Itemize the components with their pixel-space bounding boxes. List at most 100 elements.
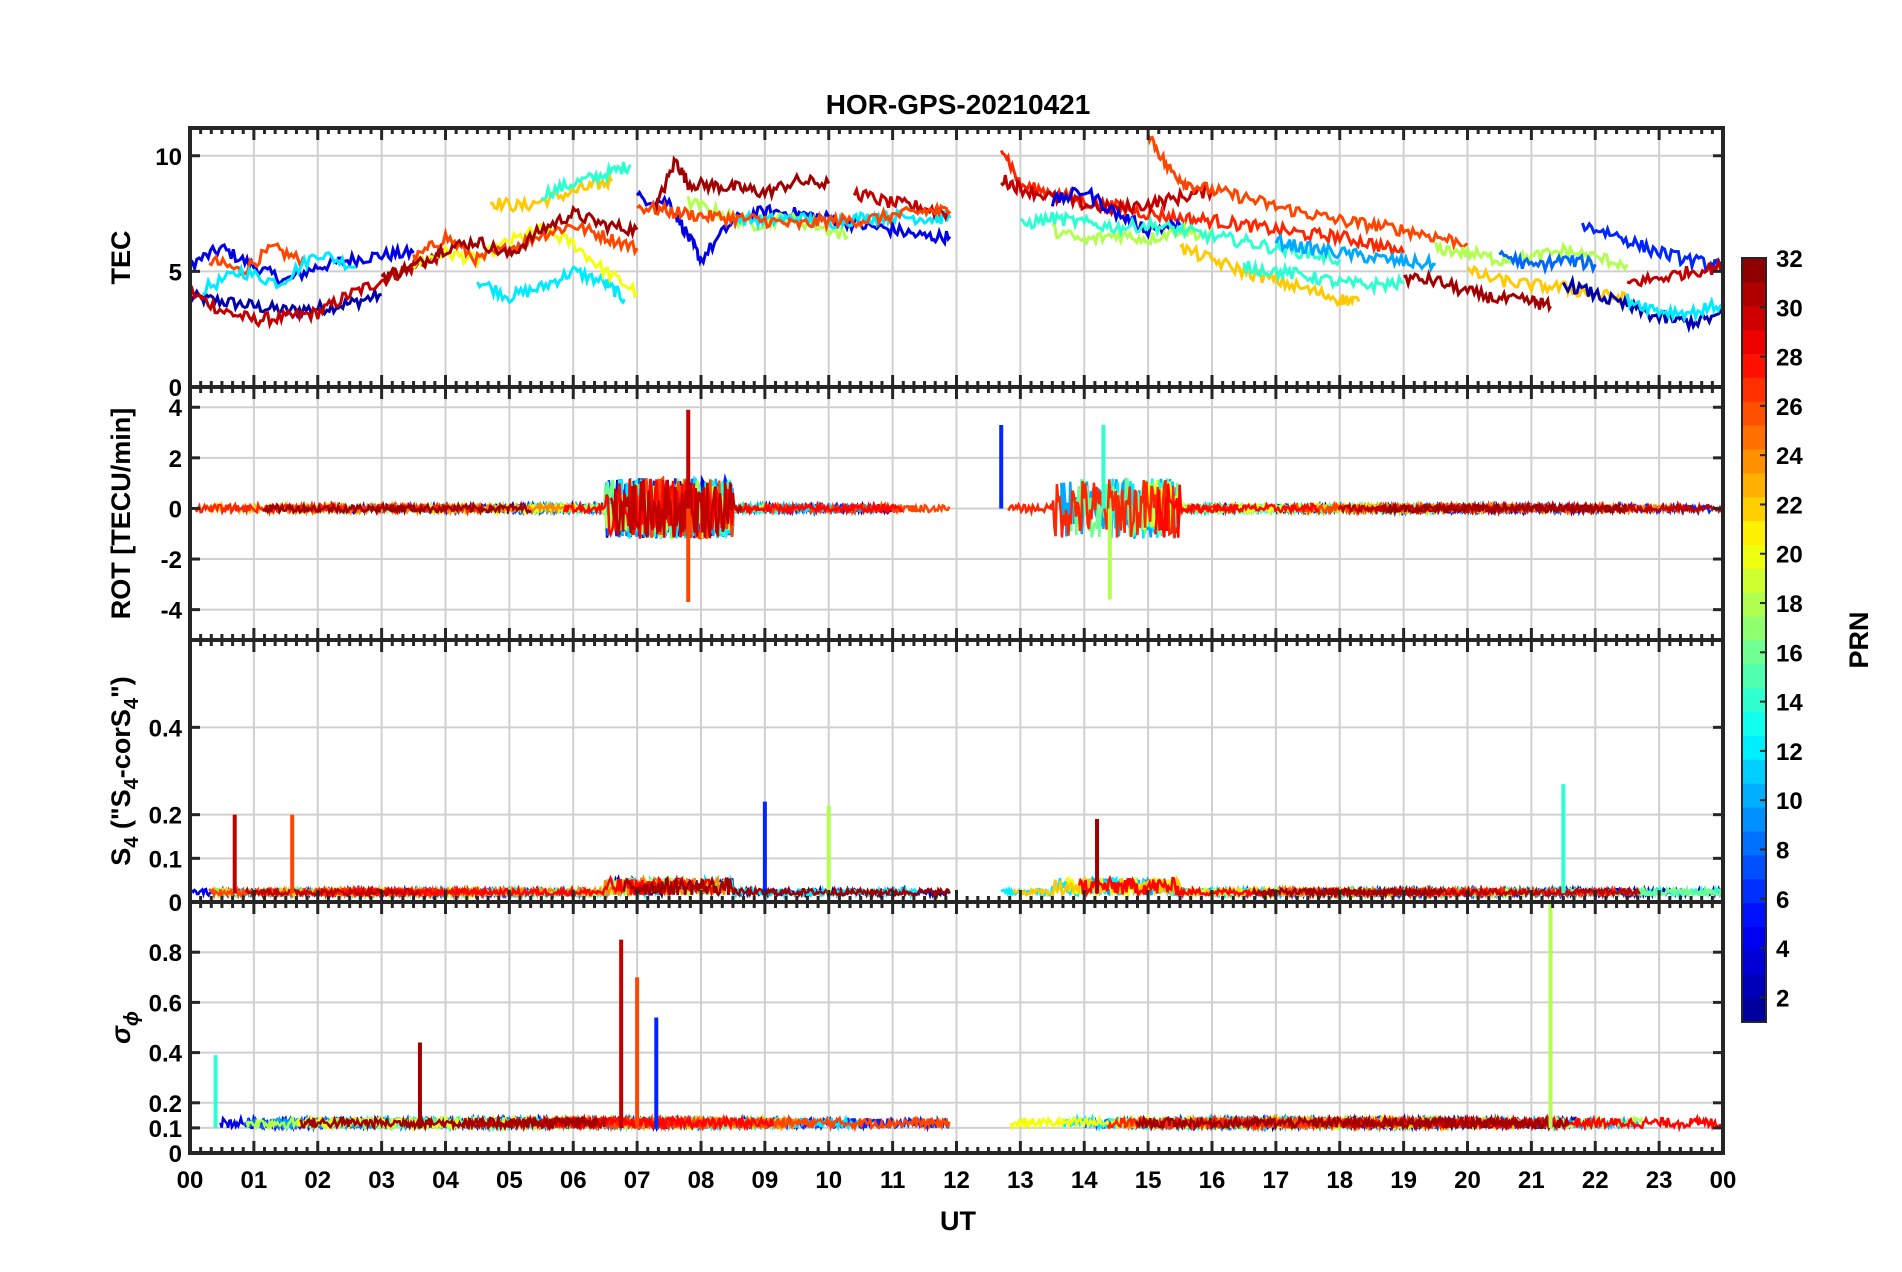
colorbar-frame: [1741, 257, 1767, 1023]
tec-series-line: [1051, 220, 1214, 248]
colorbar-band: [1742, 759, 1766, 784]
colorbar-band: [1742, 496, 1766, 522]
rot-series-line: [609, 479, 743, 539]
y-axis-label-part: 4: [121, 836, 143, 848]
y-tick-label: 0: [169, 375, 182, 402]
colorbar-band: [1742, 831, 1766, 856]
y-axis-label: σϕ: [106, 1011, 143, 1044]
panel-tec: 0 5 10 TEC: [106, 126, 1725, 402]
x-tick-label: 12: [943, 1167, 970, 1194]
y-tick-label: 0.2: [149, 1091, 182, 1118]
series-group: [213, 902, 1723, 1133]
tec-series-line: [208, 242, 307, 277]
colorbar-band: [1742, 926, 1766, 951]
x-tick-label: 06: [560, 1167, 587, 1194]
colorbar-band: [1742, 329, 1766, 354]
colorbar-band: [1742, 687, 1766, 713]
x-tick-label: 18: [1326, 1167, 1353, 1194]
y-axis-label-part: -corS: [106, 709, 136, 778]
colorbar-band: [1742, 592, 1766, 617]
panel-rot: -4 -2 0 2 4 ROT [TECU/min]: [106, 385, 1725, 642]
y-tick-label: 0: [169, 890, 182, 917]
colorbar-band: [1742, 520, 1766, 545]
tec-series-line: [1626, 256, 1723, 288]
colorbar-tick-label: 30: [1776, 295, 1803, 322]
colorbar-band: [1742, 305, 1766, 331]
y-tick-label: -4: [161, 598, 183, 625]
s4-series-line: [1077, 874, 1279, 900]
rot-series-line: [1154, 483, 1320, 538]
x-tick-label: 15: [1135, 1167, 1162, 1194]
x-tick-label: 04: [432, 1167, 459, 1194]
colorbar-band: [1742, 544, 1766, 569]
colorbar-band: [1742, 663, 1766, 689]
x-tick-label: 21: [1518, 1167, 1545, 1194]
x-tick-label: 07: [624, 1167, 651, 1194]
y-tick-label: 0.2: [149, 803, 182, 830]
tec-series-line: [1581, 221, 1723, 273]
tec-series-line: [1434, 240, 1629, 273]
tec-series-line: [636, 199, 952, 233]
colorbar-band: [1742, 377, 1766, 402]
y-tick-label: 0: [169, 1141, 182, 1168]
y-tick-label: 0.6: [149, 990, 182, 1017]
tec-series-line: [1000, 174, 1214, 218]
series-group: [195, 409, 1723, 603]
tec-series-line: [1625, 293, 1723, 324]
colorbar-tick-label: 26: [1776, 394, 1803, 421]
y-tick-label: 0.4: [149, 715, 183, 742]
y-axis-label-part: ("S: [106, 789, 136, 836]
y-tick-label: 0: [169, 496, 182, 523]
s4-series-line: [622, 875, 951, 900]
tec-series-line: [1274, 233, 1436, 274]
y-axis-label-part: σ: [106, 1025, 136, 1044]
tec-series-line: [540, 161, 632, 202]
tec-series-line: [1242, 258, 1405, 297]
x-tick-label: 14: [1071, 1167, 1098, 1194]
y-axis-label-part: 4: [121, 697, 143, 709]
x-tick-label: 10: [815, 1167, 842, 1194]
tec-series-line: [1403, 268, 1552, 314]
y-axis-label: S4 ("S4-corS4"): [106, 676, 143, 866]
x-tick-label: 16: [1199, 1167, 1226, 1194]
x-tick-label: 22: [1582, 1167, 1609, 1194]
tec-series-line: [476, 265, 626, 305]
colorbar-tick-label: 18: [1776, 591, 1803, 618]
sigma-series-line: [1135, 1113, 1570, 1132]
colorbar-tick-label: 10: [1776, 788, 1803, 815]
tec-series-line: [1146, 133, 1469, 252]
colorbar-band: [1742, 425, 1766, 450]
colorbar-band: [1742, 998, 1766, 1023]
y-tick-label: 5: [169, 259, 182, 286]
x-tick-label: 00: [1710, 1167, 1737, 1194]
x-tick-label: 05: [496, 1167, 523, 1194]
x-tick-label: 09: [752, 1167, 779, 1194]
colorbar-tick-label: 12: [1776, 739, 1803, 766]
colorbar-band: [1742, 950, 1766, 975]
colorbar-tick-label: 20: [1776, 542, 1803, 569]
y-axis-label-part: "): [106, 676, 136, 698]
x-tick-label: 20: [1454, 1167, 1481, 1194]
x-tick-label: 19: [1390, 1167, 1417, 1194]
y-tick-label: 2: [169, 446, 182, 473]
x-tick-labels: 00 01 02 03 04 05 06 07 08 09 10 11 12 13 14 15 16 17 18 19…: [177, 1167, 1737, 1194]
colorbar-band: [1742, 807, 1766, 832]
colorbar-tick-label: 6: [1776, 887, 1789, 914]
colorbar-band: [1742, 616, 1766, 641]
y-axis-label: ROT [TECU/min]: [106, 408, 136, 619]
panel-s4: 00.10.20.4S4 ("S4-corS4"): [106, 638, 1725, 917]
x-tick-label: 17: [1263, 1167, 1290, 1194]
s4-series-line: [1251, 884, 1444, 900]
colorbar-tick-label: 14: [1776, 690, 1803, 717]
y-tick-label: 0.1: [149, 1116, 182, 1143]
rot-series-line: [562, 478, 903, 539]
y-axis-label-part: 4: [121, 777, 143, 789]
colorbar-band: [1742, 258, 1766, 283]
y-axis-label-part: ϕ: [121, 1011, 143, 1026]
x-tick-label: 02: [304, 1167, 331, 1194]
colorbar-band: [1742, 568, 1766, 593]
tec-series-line: [852, 185, 952, 222]
